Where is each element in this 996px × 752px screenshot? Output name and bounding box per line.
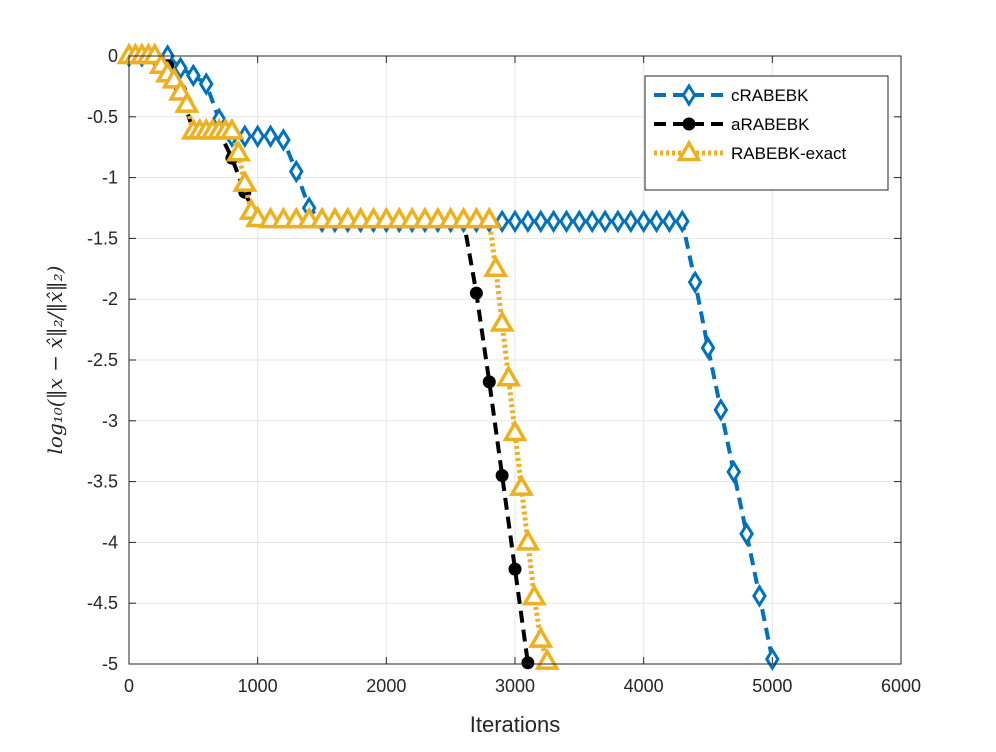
y-tick-label: -3: [102, 411, 118, 431]
data-point-rabebk-exact: [515, 528, 541, 551]
data-point-crabebk: [726, 460, 742, 484]
data-point-crabebk: [185, 63, 201, 88]
data-point-crabebk: [507, 209, 523, 234]
data-point-crabebk: [263, 124, 278, 149]
data-point-crabebk: [649, 209, 664, 234]
x-tick-label: 5000: [752, 676, 792, 696]
data-point-rabebk-exact: [496, 364, 522, 387]
data-point-crabebk: [276, 128, 291, 152]
legend-label-rabebk-exact: RABEBK-exact: [731, 144, 847, 163]
data-point-crabebk: [752, 584, 767, 608]
y-tick-label: -4.5: [87, 593, 118, 613]
data-point-crabebk: [636, 209, 652, 234]
y-tick-label: -2.5: [87, 350, 118, 370]
y-tick-label: -0.5: [87, 107, 118, 127]
x-tick-label: 0: [124, 676, 134, 696]
legend-marker-crabebk: [681, 83, 697, 107]
data-point-crabebk: [739, 522, 754, 546]
data-point-rabebk-exact: [219, 117, 245, 140]
y-tick-label: -2: [102, 289, 118, 309]
data-point-crabebk: [674, 209, 690, 234]
x-axis-label: Iterations: [470, 712, 561, 737]
data-point-rabebk-exact: [502, 419, 528, 442]
data-point-crabebk: [546, 209, 561, 234]
series-rabebk-exact: [116, 42, 560, 670]
data-point-crabebk: [623, 209, 639, 234]
y-tick-label: 0: [108, 46, 118, 66]
data-point-crabebk: [662, 209, 677, 234]
data-point-crabebk: [610, 209, 626, 234]
tick-layer: [128, 55, 902, 665]
data-point-rabebk-exact: [508, 474, 534, 496]
data-point-crabebk: [250, 124, 266, 149]
data-point-crabebk: [597, 209, 613, 234]
data-point-rabebk-exact: [174, 91, 200, 113]
data-point-rabebk-exact: [528, 626, 554, 648]
data-point-crabebk: [713, 398, 729, 422]
data-point-arabebk: [469, 286, 483, 300]
data-point-crabebk: [520, 209, 536, 234]
y-tick-label: -1.5: [87, 228, 118, 248]
y-tick-label: -4: [102, 532, 118, 552]
y-tick-labels: 0 -0.5 -1 -1.5 -2 -2.5 -3 -3.5 -4 -4.5 -5: [87, 46, 118, 674]
data-point-rabebk-exact: [232, 170, 258, 192]
x-tick-labels: 0 1000 2000 3000 4000 5000 6000: [124, 676, 921, 696]
data-point-crabebk: [288, 159, 304, 184]
x-tick-label: 3000: [495, 676, 535, 696]
x-tick-label: 4000: [624, 676, 664, 696]
data-point-rabebk-exact: [476, 206, 502, 229]
data-point-rabebk-exact: [489, 310, 515, 332]
legend-marker-rabebk-exact: [676, 139, 702, 162]
data-point-crabebk: [173, 56, 188, 81]
x-tick-label: 6000: [881, 676, 921, 696]
y-tick-label: -3.5: [87, 472, 118, 492]
x-tick-label: 2000: [366, 676, 406, 696]
y-axis-label: log₁₀(‖x − x̂‖₂/‖x̂‖₂): [43, 266, 68, 455]
y-tick-label: -1: [102, 168, 118, 188]
data-point-crabebk: [571, 209, 587, 234]
data-point-crabebk: [198, 72, 214, 96]
data-point-crabebk: [700, 335, 716, 360]
data-point-rabebk-exact: [225, 139, 251, 162]
data-point-arabebk: [521, 656, 535, 670]
legend-marker-arabebk: [682, 117, 696, 131]
data-point-arabebk: [508, 562, 522, 576]
legend-label-crabebk: cRABEBK: [731, 86, 809, 105]
data-point-crabebk: [584, 209, 600, 234]
data-point-crabebk: [559, 209, 574, 234]
data-point-rabebk-exact: [483, 255, 509, 278]
y-tick-label: -5: [102, 654, 118, 674]
legend-box: [644, 75, 889, 191]
data-point-crabebk: [687, 270, 703, 295]
data-point-rabebk-exact: [521, 583, 547, 606]
legend-label-arabebk: aRABEBK: [731, 115, 810, 134]
data-point-crabebk: [533, 209, 549, 234]
data-point-crabebk: [237, 124, 253, 149]
data-point-arabebk: [495, 469, 509, 483]
data-point-arabebk: [482, 375, 496, 389]
legend: cRABEBK aRABEBK RABEBK-exact: [644, 75, 889, 191]
x-tick-label: 1000: [238, 676, 278, 696]
